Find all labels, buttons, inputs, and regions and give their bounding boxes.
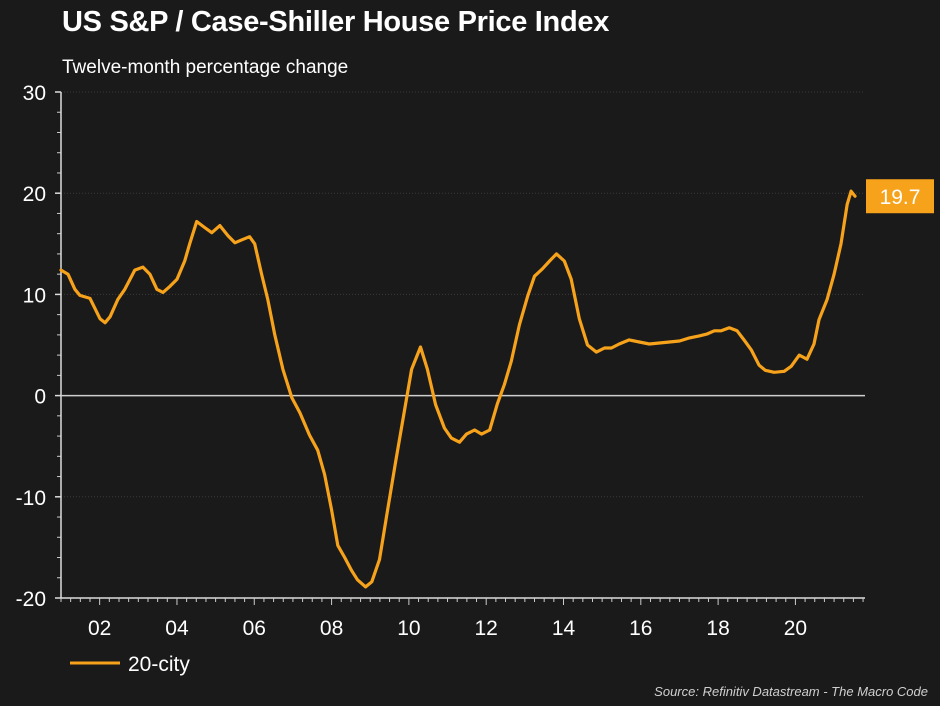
axes: 30 20 10 0 -10 -20 02 04 06 08 10 12 14 16 18 20 — [16, 82, 865, 640]
y-tick-label: -20 — [16, 588, 46, 611]
x-tick-label: 06 — [243, 617, 266, 640]
x-tick-label: 02 — [88, 617, 111, 640]
series-line-20-city — [59, 189, 857, 589]
x-tick-label: 10 — [397, 617, 420, 640]
last-value-badge — [866, 179, 934, 214]
y-tick-label: 0 — [34, 386, 46, 409]
chart-subtitle: Twelve-month percentage change — [62, 57, 349, 78]
gridlines — [61, 91, 865, 599]
y-tick-label: -10 — [16, 487, 46, 510]
chart-title: US S&P / Case-Shiller House Price Index — [62, 6, 610, 38]
y-tick-label: 10 — [23, 284, 46, 307]
y-tick-label: 30 — [23, 82, 46, 105]
legend-label: 20-city — [128, 653, 190, 676]
x-tick-label: 14 — [552, 617, 576, 640]
x-tick-label: 12 — [475, 617, 498, 640]
x-tick-label: 20 — [784, 617, 807, 640]
x-tick-label: 18 — [706, 617, 729, 640]
legend: 20-city — [70, 653, 190, 676]
x-tick-label: 16 — [629, 617, 652, 640]
plot-area: 19.7 — [59, 179, 934, 589]
source-note: Source: Refinitiv Datastream - The Macro… — [654, 684, 928, 699]
x-tick-label: 08 — [320, 617, 343, 640]
y-tick-label: 20 — [23, 183, 46, 206]
x-tick-label: 04 — [165, 617, 189, 640]
last-value-label: 19.7 — [880, 186, 921, 209]
